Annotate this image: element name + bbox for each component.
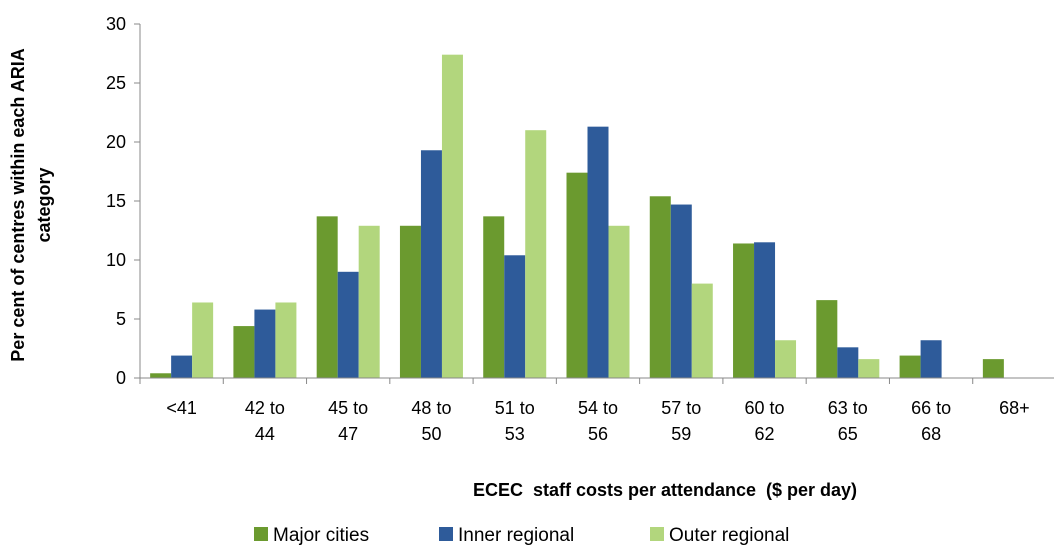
- bar-outer-regional: [441, 54, 463, 379]
- bar-inner-regional: [754, 242, 776, 378]
- y-tick-label: 20: [106, 132, 126, 152]
- y-axis-title-line: Per cent of centres within each ARIA: [8, 48, 28, 361]
- x-tick-label: 51 to: [495, 398, 535, 418]
- bar-outer-regional: [525, 130, 547, 378]
- bar-inner-regional: [420, 150, 442, 378]
- x-tick-label: 44: [255, 424, 275, 444]
- bar-major-cities: [733, 243, 755, 378]
- x-tick-label: 57 to: [661, 398, 701, 418]
- legend-item: Inner regional: [439, 525, 574, 546]
- bar-outer-regional: [691, 283, 713, 378]
- x-tick-label: 66 to: [911, 398, 951, 418]
- legend-swatch: [439, 527, 453, 541]
- x-tick-label: 60 to: [745, 398, 785, 418]
- x-tick-label: 68: [921, 424, 941, 444]
- bar-outer-regional: [858, 359, 880, 378]
- y-tick-label: 5: [116, 309, 126, 329]
- bar-major-cities: [566, 172, 588, 378]
- y-axis-title-line: category: [34, 167, 54, 242]
- bar-inner-regional: [254, 309, 276, 378]
- x-axis: <41 42 to 44 45 to 47 48 to 50 51 to 53 54 to 56 57…: [139, 377, 1054, 444]
- x-tick-label: 53: [505, 424, 525, 444]
- legend-label: Inner regional: [458, 525, 574, 546]
- legend-swatch: [254, 527, 268, 541]
- x-tick-label: 42 to: [245, 398, 285, 418]
- bar-major-cities: [233, 326, 255, 378]
- bar-major-cities: [316, 216, 338, 378]
- x-tick-label: 50: [421, 424, 441, 444]
- bar-inner-regional: [920, 340, 942, 378]
- x-tick-label: 59: [671, 424, 691, 444]
- legend-label: Outer regional: [669, 525, 789, 546]
- bar-major-cities: [649, 196, 671, 378]
- legend-item: Major cities: [254, 525, 369, 546]
- bar-outer-regional: [608, 225, 630, 378]
- x-tick-label: 63 to: [828, 398, 868, 418]
- y-axis: 0 5 10 15 20 25 30: [106, 14, 141, 388]
- bars: [150, 54, 1004, 379]
- y-axis-title: Per cent of centres within each ARIA cate…: [8, 48, 54, 361]
- legend-label: Major cities: [273, 525, 369, 546]
- x-tick-label: 56: [588, 424, 608, 444]
- bar-outer-regional: [775, 340, 797, 378]
- bar-inner-regional: [337, 271, 359, 378]
- x-tick-label: 45 to: [328, 398, 368, 418]
- bar-inner-regional: [587, 126, 609, 378]
- legend: Major cities Inner regional Outer regional: [254, 525, 789, 546]
- x-tick-label: 48 to: [411, 398, 451, 418]
- bar-inner-regional: [670, 204, 692, 378]
- bar-major-cities: [399, 225, 421, 378]
- y-tick-label: 15: [106, 191, 126, 211]
- bar-outer-regional: [358, 225, 380, 378]
- x-tick-label: 54 to: [578, 398, 618, 418]
- x-tick-label: 47: [338, 424, 358, 444]
- bar-major-cities: [483, 216, 505, 378]
- legend-item: Outer regional: [650, 525, 789, 546]
- bar-major-cities: [150, 373, 172, 378]
- bar-major-cities: [899, 355, 921, 378]
- y-tick-label: 0: [116, 368, 126, 388]
- bar-outer-regional: [192, 302, 214, 378]
- bar-inner-regional: [837, 347, 859, 378]
- y-tick-label: 25: [106, 73, 126, 93]
- bar-major-cities: [982, 359, 1004, 378]
- bar-inner-regional: [504, 255, 526, 378]
- x-tick-label: 62: [755, 424, 775, 444]
- bar-outer-regional: [275, 302, 297, 378]
- legend-swatch: [650, 527, 664, 541]
- x-tick-label: <41: [166, 398, 197, 418]
- bar-inner-regional: [171, 355, 193, 378]
- y-tick-label: 10: [106, 250, 126, 270]
- x-tick-label: 68+: [999, 398, 1030, 418]
- y-tick-label: 30: [106, 14, 126, 34]
- x-axis-title: ECEC staff costs per attendance ($ per d…: [473, 480, 857, 500]
- bar-major-cities: [816, 300, 838, 378]
- x-tick-label: 65: [838, 424, 858, 444]
